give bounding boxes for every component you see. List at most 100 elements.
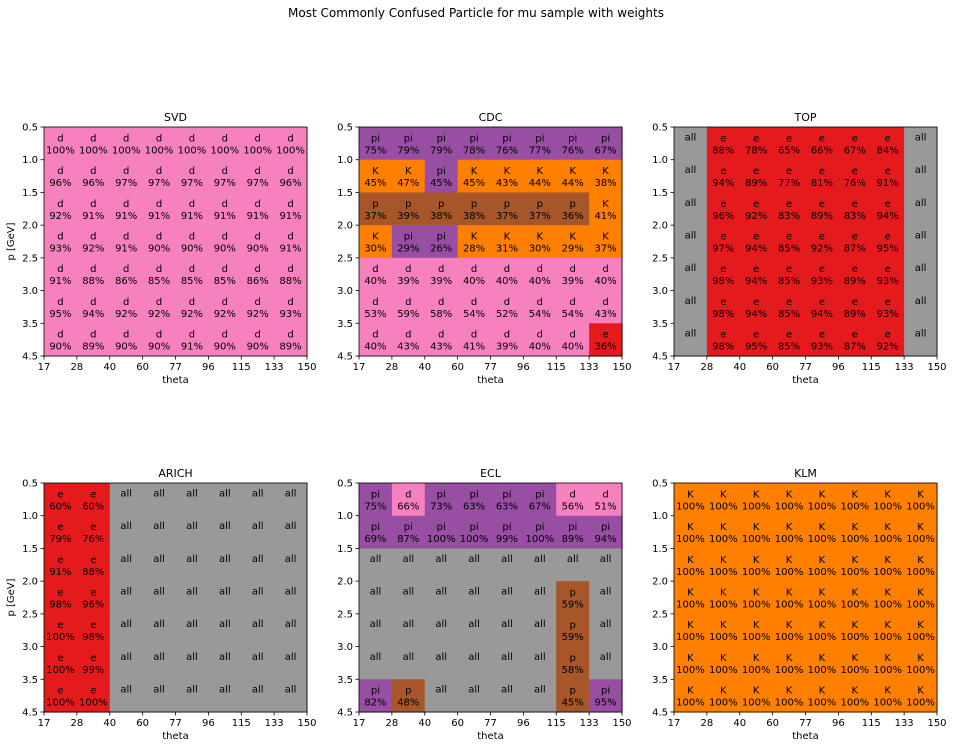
cell-label: d 89%	[82, 330, 104, 353]
cell-label: all	[219, 587, 231, 598]
cell-label: K 100%	[709, 555, 738, 578]
heatmap-cell	[556, 646, 590, 680]
heatmap-cell	[274, 613, 308, 648]
heatmap-cell	[772, 483, 807, 517]
heatmap-cell	[674, 646, 708, 680]
x-tick-label: 77	[169, 362, 182, 373]
cell-label: K 100%	[742, 686, 771, 709]
cell-label: K 100%	[775, 588, 804, 611]
cell-label: d 86%	[115, 264, 137, 287]
cell-label: all	[153, 587, 165, 598]
cell-label: pi 69%	[364, 522, 386, 545]
heatmap-cell	[739, 323, 774, 357]
cell-label: all	[120, 587, 132, 598]
heatmap-cell	[772, 581, 807, 615]
y-tick-label: 3.5	[337, 675, 353, 686]
x-axis-label: theta	[477, 731, 503, 742]
cell-label: d 40%	[594, 264, 616, 287]
heatmap-cell	[589, 323, 623, 357]
heatmap-cell	[805, 192, 839, 226]
heatmap-cell	[274, 483, 308, 517]
cell-label: all	[685, 329, 697, 340]
cell-label: d 100%	[178, 133, 207, 156]
y-tick-label: 3.0	[337, 286, 353, 297]
cell-label: all	[252, 521, 264, 532]
cell-label: K 100%	[808, 620, 837, 643]
cell-label: e 60%	[82, 489, 104, 512]
heatmap-cell	[706, 323, 741, 357]
heatmap-cell	[838, 159, 872, 194]
cell-label: e 89%	[745, 166, 767, 189]
cell-label: d 39%	[430, 264, 452, 287]
x-tick-label: 28	[71, 362, 84, 373]
cell-label: K 43%	[496, 166, 518, 189]
cell-label: e 95%	[745, 330, 767, 353]
heatmap-cell	[805, 613, 839, 648]
cell-label: K 30%	[529, 232, 551, 255]
cell-label: K 100%	[808, 489, 837, 512]
heatmap-cell	[589, 257, 623, 292]
heatmap-cell	[359, 548, 393, 582]
cell-label: e 94%	[877, 199, 899, 222]
heatmap-cell	[739, 127, 774, 161]
heatmap-cell	[871, 290, 905, 324]
heatmap-cell	[359, 679, 393, 713]
x-tick-label: 77	[799, 362, 812, 373]
cell-label: p 37%	[364, 199, 386, 222]
heatmap-cell	[208, 581, 242, 615]
heatmap-cell	[838, 581, 872, 615]
heatmap-cell	[805, 581, 839, 615]
heatmap-cell	[772, 257, 807, 292]
heatmap-cell	[523, 127, 557, 161]
x-tick-label: 17	[668, 362, 681, 373]
heatmap-cell	[109, 548, 144, 582]
x-tick-label: 150	[612, 718, 631, 729]
cell-label: e 92%	[811, 232, 833, 255]
cell-label: d 85%	[148, 264, 170, 287]
heatmap-cell	[109, 192, 144, 226]
cell-label: p 59%	[562, 588, 584, 611]
heatmap-cell	[175, 192, 209, 226]
cell-label: all	[600, 587, 612, 598]
cell-label: all	[370, 587, 382, 598]
cell-label: e 92%	[877, 330, 899, 353]
heatmap-cell	[904, 515, 938, 550]
cell-label: all	[252, 652, 264, 663]
heatmap-cell	[589, 515, 623, 550]
heatmap-cell	[589, 679, 623, 713]
heatmap-cell	[76, 290, 111, 324]
cell-label: d 90%	[148, 232, 170, 255]
heatmap-cell	[589, 127, 623, 161]
cell-label: all	[120, 619, 132, 630]
y-tick-label: 1.5	[652, 188, 668, 199]
cell-label: d 91%	[49, 264, 71, 287]
cell-label: e 77%	[778, 166, 800, 189]
heatmap-cell	[175, 159, 209, 194]
y-tick-label: 4.5	[22, 708, 38, 719]
heatmap-cell	[175, 225, 209, 259]
cell-label: all	[915, 165, 927, 176]
cell-label: pi 26%	[430, 232, 452, 255]
heatmap-cell	[523, 225, 557, 259]
cell-label: pi 78%	[463, 133, 485, 156]
cell-label: all	[534, 685, 546, 696]
heatmap-cell	[739, 483, 774, 517]
heatmap-top: TOP all e 88% e 78% e 65% e 66% e 67% e 84% all all e 94%…	[652, 111, 946, 386]
heatmap-cell	[391, 225, 426, 259]
heatmap-cell	[391, 515, 426, 550]
heatmap-cell	[871, 483, 905, 517]
heatmap-cell	[391, 290, 426, 324]
y-tick-label: 2.0	[337, 221, 353, 232]
heatmap-cell	[674, 127, 708, 161]
heatmap-cell	[556, 679, 590, 713]
cell-label: d 92%	[148, 297, 170, 320]
heatmap-cell	[424, 127, 459, 161]
y-tick-label: 1.0	[22, 511, 38, 522]
heatmap-cell	[674, 323, 708, 357]
cell-label: d 91%	[214, 199, 236, 222]
heatmap-cell	[142, 323, 177, 357]
heatmap-cell	[241, 483, 275, 517]
heatmap-cell	[556, 290, 590, 324]
heatmap-cell	[175, 646, 209, 680]
cell-label: pi 95%	[594, 686, 616, 709]
